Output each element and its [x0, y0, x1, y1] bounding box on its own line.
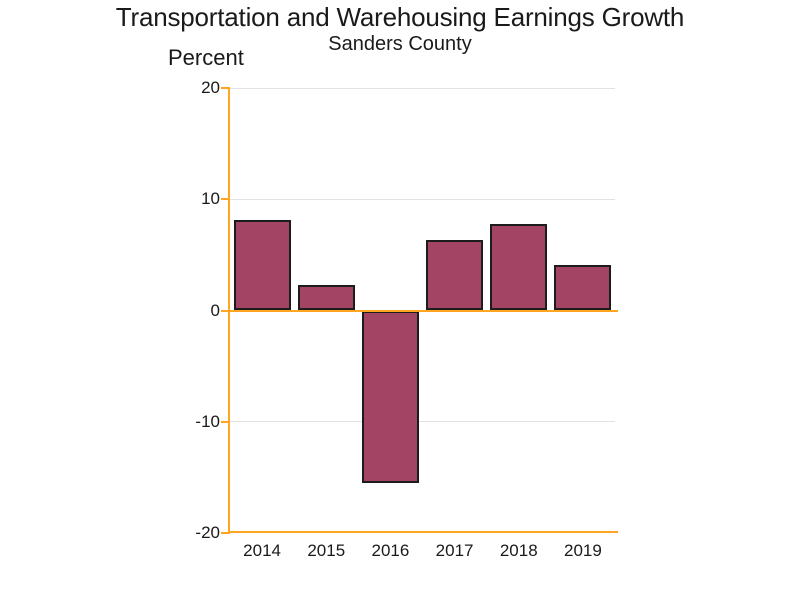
plot-area: 20 10 0 -10 -20 2014 2015 2016 2017 2018 2019: [195, 78, 618, 560]
bar-2017: [426, 240, 484, 311]
y-tick--10: [221, 420, 230, 423]
y-tick-label-20: 20: [201, 78, 220, 97]
bar-2019: [554, 264, 612, 311]
y-tick-0: [221, 309, 230, 312]
x-tick-label-2015: 2015: [307, 541, 346, 560]
bar-2018: [490, 223, 548, 311]
y-tick-label--20: -20: [195, 523, 220, 542]
bar-2016: [361, 310, 419, 483]
y-tick-10: [221, 198, 230, 201]
y-axis-line: [228, 88, 230, 533]
x-tick-label-2018: 2018: [499, 541, 538, 560]
y-axis-title: Percent: [168, 45, 244, 70]
x-axis-line: [228, 531, 618, 533]
zero-line: [230, 309, 618, 312]
gridline-10: [230, 198, 615, 200]
y-tick-20: [221, 87, 230, 89]
bar-2014: [233, 220, 291, 311]
bar-2015: [297, 284, 355, 311]
x-tick-label-2017: 2017: [435, 541, 474, 560]
chart-subtitle: Sanders County: [328, 33, 472, 55]
y-tick--20: [221, 532, 230, 534]
y-tick-label-0: 0: [210, 300, 220, 320]
gridline-20: [230, 87, 615, 89]
chart-title: Transportation and Warehousing Earnings …: [115, 2, 685, 32]
gridline--10: [230, 421, 615, 423]
x-tick-label-2016: 2016: [371, 541, 410, 560]
x-tick-label-2014: 2014: [243, 541, 281, 560]
y-tick-label--10: -10: [195, 411, 220, 431]
x-tick-label-2019: 2019: [563, 541, 602, 560]
y-tick-label-10: 10: [201, 189, 220, 209]
